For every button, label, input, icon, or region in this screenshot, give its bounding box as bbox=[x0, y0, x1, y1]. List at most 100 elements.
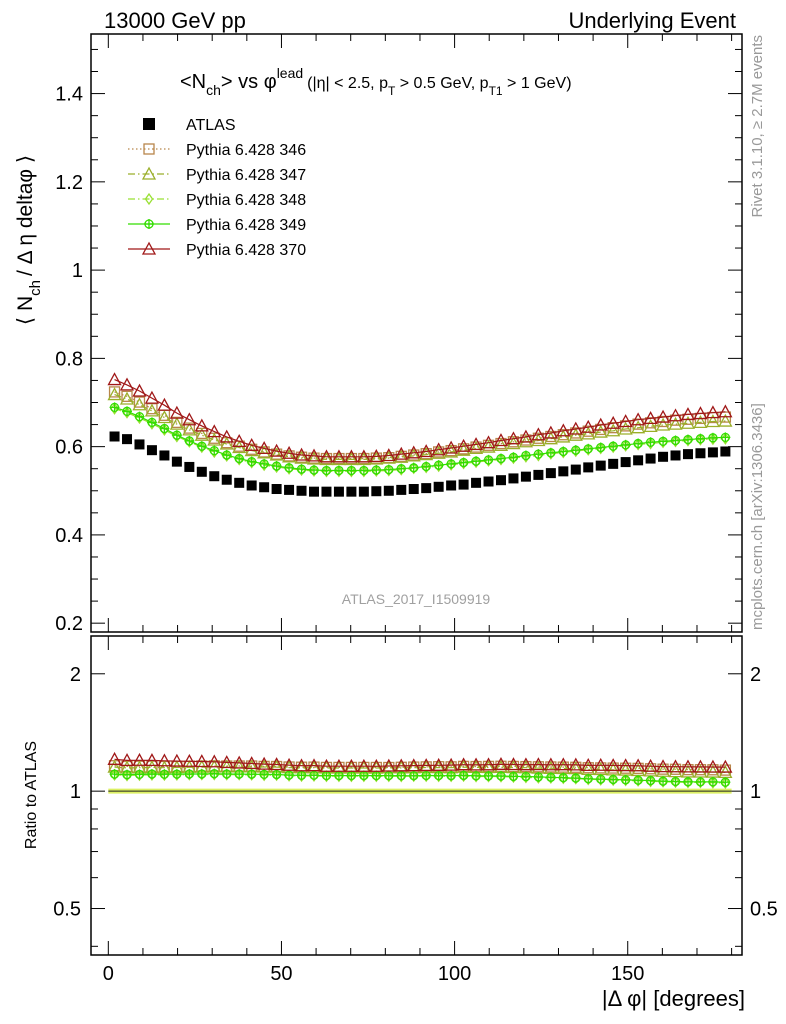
data-point bbox=[396, 463, 407, 474]
chart-title: <Nch> vs φlead(|η| < 2.5, pT > 0.5 GeV, … bbox=[180, 65, 572, 98]
data-point bbox=[518, 429, 534, 443]
data-point bbox=[581, 419, 596, 433]
data-point bbox=[182, 753, 197, 767]
data-point bbox=[384, 770, 394, 783]
data-point bbox=[271, 769, 282, 780]
data-point bbox=[459, 769, 468, 783]
data-point bbox=[369, 758, 384, 772]
data-point bbox=[234, 769, 245, 780]
data-point bbox=[705, 405, 721, 419]
data-point bbox=[668, 759, 683, 773]
data-point bbox=[471, 456, 482, 467]
data-point bbox=[184, 461, 195, 472]
data-point bbox=[543, 425, 558, 439]
data-point bbox=[319, 449, 334, 463]
data-point bbox=[359, 770, 369, 783]
data-point bbox=[257, 756, 272, 770]
data-point bbox=[107, 372, 122, 386]
data-point bbox=[209, 768, 219, 781]
data-point bbox=[356, 449, 371, 463]
data-point bbox=[444, 440, 459, 454]
data-point bbox=[257, 441, 272, 455]
data-point bbox=[558, 446, 569, 457]
x-tick-label: 100 bbox=[438, 963, 471, 985]
data-point bbox=[406, 445, 421, 459]
data-point bbox=[182, 412, 197, 426]
x-axis-title: |Δ φ| [degrees] bbox=[602, 986, 745, 1011]
data-point bbox=[707, 776, 718, 787]
data-point bbox=[421, 483, 432, 494]
data-point bbox=[259, 769, 270, 780]
data-point bbox=[344, 758, 359, 772]
data-point bbox=[143, 118, 155, 130]
data-point bbox=[246, 456, 257, 467]
data-point bbox=[182, 422, 197, 436]
data-point bbox=[446, 770, 456, 783]
data-point bbox=[221, 450, 232, 461]
data-point bbox=[456, 438, 471, 452]
data-point bbox=[583, 462, 594, 473]
data-point bbox=[593, 424, 608, 438]
data-point bbox=[372, 464, 381, 478]
data-point bbox=[618, 414, 633, 428]
data-point bbox=[646, 775, 655, 788]
ratio-y-tick-label: 1 bbox=[750, 781, 761, 803]
data-point bbox=[606, 423, 621, 437]
data-point bbox=[421, 461, 432, 472]
data-point bbox=[506, 757, 521, 771]
data-point bbox=[643, 418, 658, 432]
data-point bbox=[172, 768, 182, 782]
data-point bbox=[234, 768, 244, 781]
data-point bbox=[721, 776, 730, 790]
data-point bbox=[144, 219, 154, 229]
data-point bbox=[159, 769, 170, 780]
data-point bbox=[271, 461, 282, 472]
data-point bbox=[396, 463, 406, 476]
ratio-y-tick-label: 0.5 bbox=[750, 899, 778, 921]
data-point bbox=[284, 462, 295, 473]
data-point bbox=[121, 390, 133, 402]
data-point bbox=[682, 449, 693, 460]
data-point bbox=[296, 464, 307, 475]
legend-label: Pythia 6.428 346 bbox=[186, 142, 306, 159]
data-point bbox=[533, 771, 544, 782]
data-point bbox=[408, 770, 419, 781]
data-point bbox=[406, 448, 421, 462]
data-point bbox=[595, 774, 606, 785]
data-point bbox=[695, 433, 706, 444]
data-point bbox=[570, 773, 581, 784]
data-point bbox=[234, 477, 245, 488]
data-point bbox=[209, 445, 220, 456]
data-point bbox=[693, 759, 708, 773]
data-point bbox=[234, 453, 245, 464]
data-point bbox=[433, 481, 444, 492]
data-point bbox=[119, 753, 135, 767]
data-point bbox=[219, 755, 234, 769]
data-point bbox=[533, 469, 544, 480]
data-point bbox=[570, 464, 581, 475]
data-point bbox=[109, 431, 120, 442]
data-point bbox=[531, 427, 546, 441]
data-point bbox=[720, 777, 731, 788]
main-series bbox=[107, 372, 733, 497]
data-point bbox=[371, 486, 382, 497]
data-point bbox=[434, 770, 443, 783]
data-point bbox=[247, 768, 256, 781]
data-point bbox=[481, 757, 496, 771]
legend-label: Pythia 6.428 349 bbox=[186, 217, 306, 234]
data-point bbox=[608, 773, 618, 787]
data-point bbox=[197, 768, 207, 781]
data-point bbox=[396, 770, 407, 781]
data-point bbox=[259, 769, 269, 782]
data-point bbox=[232, 433, 247, 447]
data-point bbox=[658, 451, 669, 462]
data-point bbox=[720, 446, 731, 457]
data-point bbox=[171, 769, 182, 780]
data-point bbox=[284, 770, 295, 781]
ratio-y-tick-label: 1 bbox=[70, 781, 81, 803]
x-tick-label: 50 bbox=[270, 963, 292, 985]
data-point bbox=[207, 754, 222, 768]
data-point bbox=[144, 403, 160, 417]
data-point bbox=[655, 417, 671, 431]
